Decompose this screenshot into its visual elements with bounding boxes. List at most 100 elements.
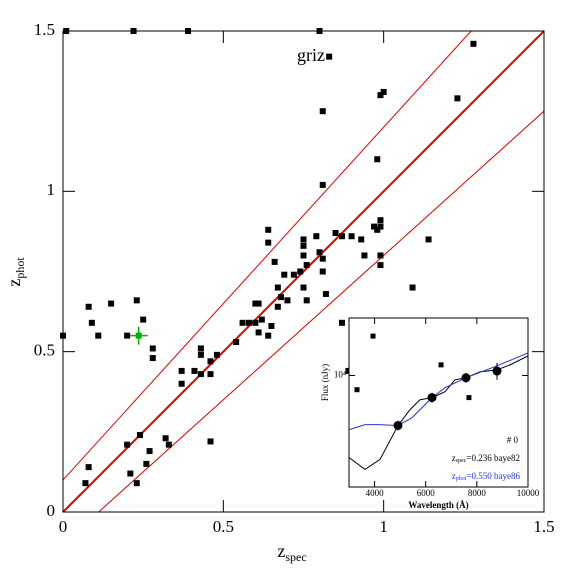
data-point [207,438,214,445]
data-point [338,233,345,240]
data-point [303,262,310,269]
data-point [377,252,384,259]
inset-point [370,333,376,339]
data-point [149,355,156,362]
data-point [303,297,310,304]
data-point [377,217,384,224]
data-point [348,233,355,240]
data-point [140,316,147,323]
data-point [252,319,259,326]
data-point [319,108,326,115]
data-point [322,290,329,297]
data-point [197,345,204,352]
data-point [377,262,384,269]
data-point [374,226,381,233]
label-text: =0.236 baye82 [466,453,520,463]
inset-id: # 0 [507,435,519,445]
data-point [108,300,115,307]
x-tick-label: 1.5 [533,517,554,536]
data-point [358,236,365,243]
data-point [197,371,204,378]
data-point [233,339,240,346]
inset-y-tick-label: 10⁴ [334,370,346,380]
data-point [377,92,384,99]
y-tick-label: 1.5 [34,20,55,39]
x-tick-label: 0 [59,517,68,536]
data-point [146,448,153,455]
data-point [127,470,134,477]
data-point [300,242,307,249]
inset-x-tick-label: 10000 [517,488,540,498]
x-axis-label: zspec [277,541,306,564]
inset-x-label: Wavelength (Å) [408,500,468,510]
data-point [178,367,185,374]
data-point [278,294,285,301]
inset-point [354,387,360,393]
data-point [377,223,384,230]
data-point [316,249,323,256]
data-point [345,367,352,374]
data-point [265,239,272,246]
data-point [178,380,185,387]
inset-point [466,395,472,401]
reference-line [63,31,544,512]
inset-redshift-label: zspec=0.236 baye82 [452,453,520,464]
annotation: griz [297,45,325,65]
data-point [191,367,198,374]
photometry-point [492,366,502,376]
inset-x-tick-label: 8000 [468,488,487,498]
label-base: z [452,471,456,481]
data-point [85,303,92,310]
inset-x-tick-label: 6000 [417,488,436,498]
data-point [162,435,169,442]
data-point [165,441,172,448]
x-label-sub: spec [285,550,306,564]
data-point [95,332,102,339]
data-point [265,332,272,339]
y-label-base: z [4,279,24,287]
data-point [313,233,320,240]
data-point [338,319,345,326]
y-axis-label: zphot [4,257,27,287]
data-point [297,268,304,275]
data-point [425,236,432,243]
label-base: z [452,453,456,463]
data-point [149,345,156,352]
y-tick-label: 0 [47,501,56,520]
data-point [258,316,265,323]
data-point [197,351,204,358]
data-point [239,319,246,326]
data-point [265,226,272,233]
data-point [85,464,92,471]
data-point [143,460,150,467]
data-point [332,230,339,237]
x-tick-label: 0.5 [213,517,234,536]
photometry-point [427,393,437,403]
data-point [326,53,333,60]
y-label-sub: phot [13,257,27,279]
photometry-point [461,373,471,383]
data-point [454,95,461,102]
label-text: =0.550 baye86 [466,471,520,481]
data-point [300,284,307,291]
sed-line [349,352,528,431]
data-point [271,258,278,265]
data-point [319,268,326,275]
data-point [374,156,381,163]
inset-y-label: Flux (nJy) [320,364,330,401]
reference-line [63,31,472,481]
y-tick-label: 0.5 [34,341,55,360]
label-sub: phot [456,476,467,482]
photometry-point [393,420,403,430]
data-point [255,329,262,336]
data-point [88,319,95,326]
inset-frame [348,317,529,488]
data-point [290,271,297,278]
data-point [319,255,326,262]
data-point [409,284,416,291]
inset-redshift-label: zphot=0.550 baye86 [452,471,521,482]
plot-frame [62,30,545,513]
data-point [133,480,140,487]
data-point [255,300,262,307]
